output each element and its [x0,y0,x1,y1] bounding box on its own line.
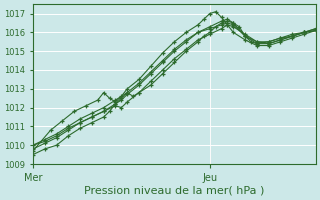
X-axis label: Pression niveau de la mer( hPa ): Pression niveau de la mer( hPa ) [84,186,265,196]
